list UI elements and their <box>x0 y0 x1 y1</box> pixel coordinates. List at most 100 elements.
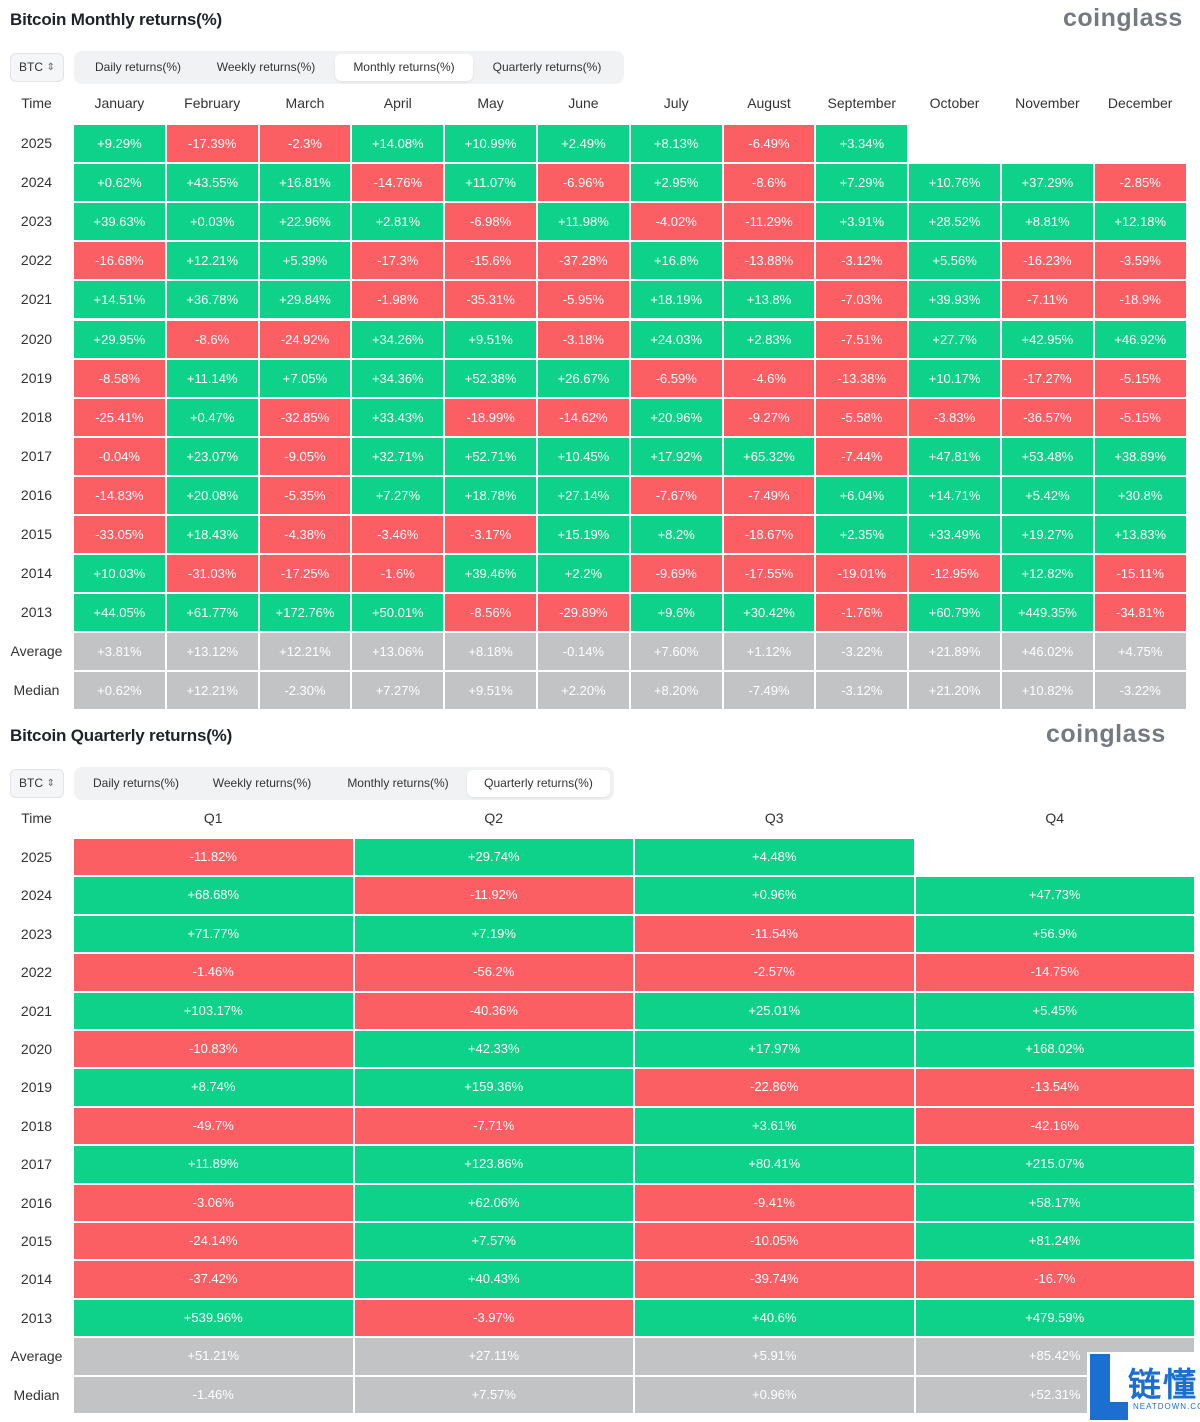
summary-cell: +7.27% <box>351 671 445 711</box>
return-cell: +52.71% <box>444 436 537 476</box>
return-cell: -7.67% <box>629 475 723 515</box>
return-cell: +10.76% <box>908 163 1001 203</box>
year-label: 2022 <box>20 964 53 981</box>
return-cell: -37.28% <box>537 241 630 281</box>
return-cell: +33.49% <box>908 515 1001 555</box>
return-cell: -0.04% <box>73 436 166 476</box>
return-cell: -31.03% <box>165 554 259 594</box>
return-cell: +62.06% <box>353 1183 634 1222</box>
return-cell: -7.49% <box>722 475 816 515</box>
return-cell: -2.3% <box>258 124 352 164</box>
return-cell: +0.62% <box>73 163 166 203</box>
summary-label: Average <box>10 643 63 660</box>
return-cell: +14.51% <box>73 280 166 320</box>
return-cell: +7.05% <box>258 358 352 398</box>
return-cell: +8.74% <box>73 1068 354 1107</box>
return-cell: +4.48% <box>634 838 915 877</box>
return-cell: +71.77% <box>73 914 354 954</box>
tab-weekly[interactable]: Weekly returns(%) <box>212 776 312 790</box>
summary-cell: +8.20% <box>629 671 723 711</box>
return-cell: +2.49% <box>537 124 630 164</box>
column-header: October <box>929 95 980 111</box>
summary-cell: +46.02% <box>1001 632 1094 672</box>
header-time: Time <box>21 95 52 111</box>
return-cell: -1.76% <box>815 593 909 633</box>
summary-label: Average <box>10 1348 63 1365</box>
return-cell: +81.24% <box>914 1222 1195 1261</box>
summary-label: Median <box>13 1386 60 1403</box>
year-label: 2019 <box>20 369 53 386</box>
return-cell: +30.8% <box>1093 475 1187 515</box>
return-cell: +20.08% <box>165 475 259 515</box>
tab-daily[interactable]: Daily returns(%) <box>94 60 181 74</box>
return-cell: +168.02% <box>914 1030 1195 1069</box>
return-cell: -1.98% <box>351 280 445 320</box>
return-cell: -56.2% <box>353 953 634 992</box>
return-cell: -17.55% <box>722 554 816 594</box>
year-label: 2017 <box>20 447 53 464</box>
return-cell: -40.36% <box>353 991 634 1030</box>
return-cell: +18.43% <box>165 515 259 555</box>
column-header: December <box>1107 95 1173 111</box>
return-cell: -11.92% <box>353 876 634 915</box>
return-cell: +47.81% <box>908 436 1001 476</box>
return-cell: -24.92% <box>258 319 352 359</box>
summary-cell: +0.62% <box>73 671 166 711</box>
return-cell: +9.29% <box>73 124 166 164</box>
return-cell: -14.62% <box>537 397 630 437</box>
year-label: 2024 <box>20 174 53 191</box>
return-cell: +30.42% <box>722 593 816 633</box>
return-cell: +3.91% <box>815 202 909 242</box>
return-cell: -16.7% <box>914 1260 1195 1299</box>
return-cell: -9.05% <box>258 436 352 476</box>
summary-cell: -1.46% <box>73 1375 354 1414</box>
return-cell: +17.97% <box>634 1030 915 1069</box>
return-cell: -5.15% <box>1093 358 1187 398</box>
return-cell: -17.25% <box>258 554 352 594</box>
return-cell: -11.54% <box>634 914 915 954</box>
quarterly-asset-select[interactable]: BTC ⇕ <box>10 769 64 798</box>
summary-cell: +7.60% <box>629 632 723 672</box>
tab-monthly[interactable]: Monthly returns(%) <box>347 776 449 790</box>
monthly-asset-select[interactable]: BTC ⇕ <box>10 53 64 82</box>
column-header: August <box>747 95 791 111</box>
column-header: Q4 <box>1045 810 1065 826</box>
tab-monthly[interactable]: Monthly returns(%) <box>335 54 473 81</box>
return-cell: -11.29% <box>722 202 816 242</box>
summary-cell: +0.96% <box>634 1375 915 1414</box>
return-cell: +18.78% <box>444 475 537 515</box>
return-cell: -14.83% <box>73 475 166 515</box>
tab-weekly[interactable]: Weekly returns(%) <box>216 60 316 74</box>
return-cell: +2.95% <box>629 163 723 203</box>
return-cell: +44.05% <box>73 593 166 633</box>
return-cell: +56.9% <box>914 914 1195 954</box>
return-cell: -4.38% <box>258 515 352 555</box>
return-cell: -5.58% <box>815 397 909 437</box>
column-header: September <box>827 95 897 111</box>
summary-cell: -3.22% <box>1093 671 1187 711</box>
return-cell: -3.12% <box>815 241 909 281</box>
year-label: 2018 <box>20 408 53 425</box>
year-label: 2013 <box>20 1309 53 1326</box>
return-cell: +8.2% <box>629 515 723 555</box>
tab-daily[interactable]: Daily returns(%) <box>92 776 179 790</box>
summary-label: Median <box>13 682 60 699</box>
tab-quarterly[interactable]: Quarterly returns(%) <box>492 60 602 74</box>
return-cell: +58.17% <box>914 1183 1195 1222</box>
return-cell: +5.42% <box>1001 475 1094 515</box>
return-cell: -13.88% <box>722 241 816 281</box>
summary-cell: -2.30% <box>258 671 352 711</box>
return-cell: +16.8% <box>629 241 723 281</box>
return-cell: -39.74% <box>634 1260 915 1299</box>
tab-quarterly[interactable]: Quarterly returns(%) <box>467 770 610 797</box>
column-header: Q3 <box>764 810 784 826</box>
return-cell: +8.81% <box>1001 202 1094 242</box>
quarterly-section: Bitcoin Quarterly returns(%) coinglass B… <box>0 716 1200 1422</box>
return-cell: -17.39% <box>165 124 259 164</box>
return-cell: -14.75% <box>914 953 1195 992</box>
return-cell: +27.7% <box>908 319 1001 359</box>
return-cell: -29.89% <box>537 593 630 633</box>
asset-select-value: BTC <box>19 60 43 74</box>
return-cell: -6.49% <box>722 124 816 164</box>
return-cell: -3.59% <box>1093 241 1187 281</box>
